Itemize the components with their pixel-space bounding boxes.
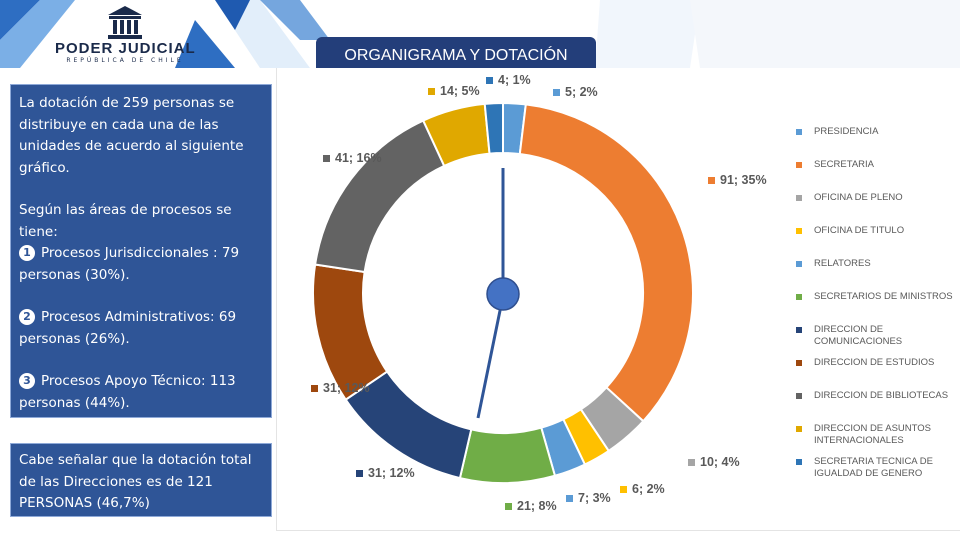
legend-swatch	[796, 459, 802, 465]
legend-swatch	[796, 294, 802, 300]
legend-swatch	[796, 327, 802, 333]
number-badge-2: 2	[19, 309, 35, 325]
legend-swatch	[796, 360, 802, 366]
logo-subtitle: REPÚBLICA DE CHILE	[66, 57, 184, 64]
banner-decoration	[0, 0, 960, 68]
process-item-3-text: Procesos Apoyo Técnico: 113 personas (44…	[19, 373, 236, 411]
slice-secretaria-tecnica-de-igualdad-de-genero	[483, 101, 504, 155]
slice-secretarios-de-ministros	[458, 426, 557, 484]
legend-label: SECRETARIOS DE MINISTROS	[814, 291, 953, 302]
data-label-oficina-de-titulo: 6; 2%	[632, 482, 665, 496]
legend-swatch	[796, 129, 802, 135]
data-label-swatch	[356, 470, 363, 477]
legend-swatch	[796, 261, 802, 267]
data-label-direccion-de-bibliotecas: 41; 16%	[335, 151, 382, 165]
data-label-presidencia: 5; 2%	[565, 85, 598, 99]
data-label-swatch	[688, 459, 695, 466]
data-label-secretarios-de-ministros: 21; 8%	[517, 499, 557, 513]
number-badge-3: 3	[19, 373, 35, 389]
header-banner	[0, 0, 960, 68]
legend-label: OFICINA DE PLENO	[814, 192, 903, 203]
process-item-1-text: Procesos Jurisdiccionales : 79 personas …	[19, 245, 240, 283]
data-label-direccion-de-estudios: 31; 12%	[323, 381, 370, 395]
data-label-swatch	[566, 495, 573, 502]
process-item-3: 3 Procesos Apoyo Técnico: 113 personas (4…	[19, 371, 263, 414]
data-label-swatch	[505, 503, 512, 510]
page-title: ORGANIGRAMA Y DOTACIÓN	[316, 37, 596, 70]
data-label-swatch	[323, 155, 330, 162]
data-label-swatch	[428, 88, 435, 95]
info-panel: La dotación de 259 personas se distribuy…	[10, 84, 272, 418]
intro-text: La dotación de 259 personas se distribuy…	[19, 95, 244, 176]
areas-intro-text: Según las áreas de procesos se tiene:	[19, 202, 232, 240]
data-label-direccion-de-comunicaciones: 31; 12%	[368, 466, 415, 480]
number-badge-1: 1	[19, 245, 35, 261]
legend-label: DIRECCION DE ASUNTOS INTERNACIONALES	[814, 423, 932, 446]
logo-name: PODER JUDICIAL	[55, 40, 196, 57]
poder-judicial-logo: PODER JUDICIAL REPÚBLICA DE CHILE	[55, 2, 195, 66]
legend-label: DIRECCION DE BIBLIOTECAS	[814, 390, 949, 401]
data-label-swatch	[708, 177, 715, 184]
data-label-oficina-de-pleno: 10; 4%	[700, 455, 740, 469]
process-item-1: 1 Procesos Jurisdiccionales : 79 personas…	[19, 243, 263, 286]
process-item-2-text: Procesos Administrativos: 69 personas (2…	[19, 309, 237, 347]
slice-secretaria	[518, 103, 694, 423]
data-label-secretaria: 91; 35%	[720, 173, 767, 187]
data-label-direccion-de-asuntos-internacionales: 14; 5%	[440, 84, 480, 98]
legend-swatch	[796, 426, 802, 432]
data-label-secretaria-tecnica-de-igualdad-de-genero: 4; 1%	[498, 73, 531, 87]
data-label-swatch	[620, 486, 627, 493]
data-label-relatores: 7; 3%	[578, 491, 611, 505]
legend-label: SECRETARIA	[814, 159, 875, 170]
process-item-2: 2 Procesos Administrativos: 69 personas (…	[19, 307, 263, 350]
courthouse-icon	[108, 6, 142, 39]
pointer-hub	[486, 277, 520, 311]
legend-swatch	[796, 195, 802, 201]
slice-direccion-de-estudios	[312, 263, 389, 402]
data-label-swatch	[311, 385, 318, 392]
legend-label: DIRECCION DE COMUNICACIONES	[814, 324, 903, 347]
legend-label: RELATORES	[814, 258, 871, 269]
pointer-line-bottom	[476, 295, 505, 419]
slice-direccion-de-bibliotecas	[314, 119, 446, 274]
legend-swatch	[796, 162, 802, 168]
legend-label: PRESIDENCIA	[814, 126, 879, 137]
closing-text: Cabe señalar que la dotación total de la…	[19, 452, 252, 511]
legend-swatch	[796, 228, 802, 234]
data-label-swatch	[553, 89, 560, 96]
data-label-swatch	[486, 77, 493, 84]
legend-swatch	[796, 393, 802, 399]
legend-label: SECRETARIA TECNICA DE IGUALDAD DE GENERO	[814, 456, 933, 479]
closing-panel: Cabe señalar que la dotación total de la…	[10, 443, 272, 517]
legend-label: DIRECCION DE ESTUDIOS	[814, 357, 935, 368]
legend-label: OFICINA DE TITULO	[814, 225, 905, 236]
